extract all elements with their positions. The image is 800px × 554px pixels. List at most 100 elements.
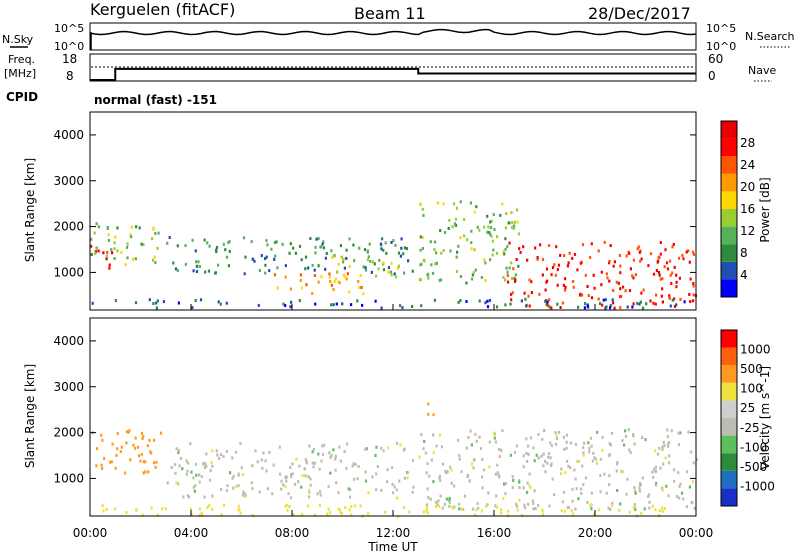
- data-cell: [319, 493, 322, 497]
- data-cell: [675, 273, 678, 277]
- data-cell: [317, 452, 320, 456]
- data-cell: [228, 240, 231, 244]
- data-cell: [541, 508, 544, 512]
- data-cell: [206, 241, 209, 245]
- data-cell: [224, 248, 227, 252]
- data-cell: [619, 502, 622, 506]
- data-cell: [411, 458, 415, 462]
- data-cell: [317, 264, 320, 268]
- data-cell: [223, 504, 226, 507]
- data-cell: [403, 476, 406, 480]
- data-cell: [134, 257, 137, 261]
- data-cell: [114, 507, 117, 511]
- data-cell: [195, 260, 198, 264]
- velocity-colorbar: 1000 500 100 25 -25 -100 -500 -1000 Velocity [m…: [720, 329, 775, 507]
- data-cell: [541, 513, 545, 517]
- data-cell: [466, 238, 469, 242]
- data-cell: [654, 465, 657, 469]
- data-cell: [472, 271, 475, 275]
- data-cell: [460, 470, 463, 474]
- data-cell: [155, 301, 158, 305]
- data-cell: [590, 296, 594, 300]
- data-cell: [237, 472, 240, 476]
- data-cell: [218, 457, 221, 460]
- data-cell: [214, 271, 217, 275]
- data-cell: [632, 302, 635, 306]
- data-cell: [427, 402, 430, 406]
- data-cell: [682, 497, 685, 501]
- data-cell: [344, 275, 347, 279]
- data-cell: [265, 239, 268, 243]
- data-cell: [444, 231, 447, 234]
- data-cell: [311, 461, 314, 465]
- data-cell: [526, 258, 529, 262]
- data-cell: [392, 491, 395, 495]
- data-cell: [201, 513, 204, 517]
- power-panel: 1000 2000 3000 4000 Slant Range [km]: [23, 111, 697, 311]
- data-cell: [519, 250, 522, 254]
- data-cell: [516, 208, 519, 212]
- data-cell: [403, 246, 406, 250]
- data-cell: [348, 265, 351, 268]
- data-cell: [374, 299, 377, 303]
- data-cell: [673, 265, 676, 269]
- data-cell: [691, 500, 694, 504]
- data-cell: [124, 263, 127, 267]
- data-cell: [506, 274, 509, 278]
- data-cell: [205, 464, 208, 468]
- data-cell: [548, 504, 551, 508]
- data-cell: [634, 508, 637, 511]
- data-cell: [395, 488, 398, 492]
- data-cell: [358, 246, 361, 250]
- data-cell: [271, 492, 274, 496]
- data-cell: [220, 513, 223, 517]
- data-cell: [330, 303, 333, 307]
- data-cell: [690, 450, 693, 454]
- data-cell: [239, 511, 242, 515]
- data-cell: [102, 509, 105, 513]
- data-cell: [90, 237, 93, 241]
- data-cell: [683, 300, 686, 304]
- colorbar-tick-label: 25: [740, 401, 755, 415]
- data-cell: [613, 260, 616, 264]
- data-cell: [661, 300, 664, 304]
- data-cell: [588, 446, 591, 450]
- data-cell: [525, 437, 528, 441]
- data-cell: [649, 299, 652, 303]
- data-cell: [102, 251, 105, 255]
- data-cell: [368, 242, 371, 246]
- colorbar-segment: [721, 330, 737, 348]
- data-cell: [284, 264, 287, 268]
- data-cell: [576, 268, 579, 272]
- data-cell: [624, 429, 627, 433]
- data-cell: [94, 250, 97, 254]
- data-cell: [668, 454, 671, 458]
- data-cell: [668, 294, 671, 298]
- data-cell: [541, 273, 544, 277]
- data-cell: [332, 288, 335, 291]
- data-cell: [480, 276, 483, 279]
- data-cell: [492, 213, 495, 216]
- data-cell: [95, 222, 98, 226]
- data-cell: [390, 261, 393, 265]
- data-cell: [506, 245, 509, 249]
- data-cell: [380, 247, 383, 251]
- data-cell: [508, 266, 511, 270]
- data-cell: [311, 263, 314, 267]
- data-cell: [554, 431, 557, 435]
- data-cell: [382, 449, 385, 453]
- data-cell: [610, 431, 613, 435]
- data-cell: [294, 251, 297, 255]
- data-cell: [518, 498, 521, 502]
- data-cell: [432, 413, 435, 417]
- data-cell: [356, 477, 359, 481]
- data-cell: [639, 481, 642, 485]
- data-cell: [425, 503, 428, 507]
- data-cell: [511, 486, 514, 490]
- data-cell: [261, 466, 264, 470]
- data-cell: [496, 235, 499, 239]
- data-cell: [345, 466, 348, 470]
- data-cell: [366, 258, 369, 262]
- data-cell: [142, 243, 145, 247]
- data-cell: [289, 305, 292, 309]
